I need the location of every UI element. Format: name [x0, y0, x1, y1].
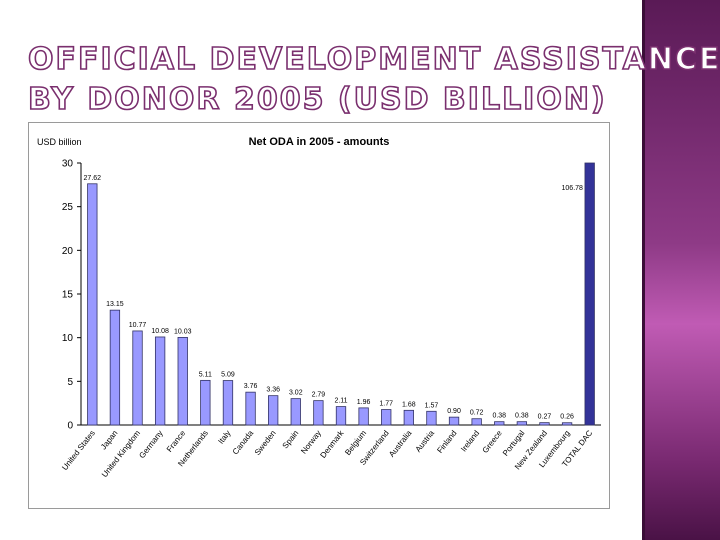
data-label: 1.57 [425, 402, 439, 409]
y-tick-label: 20 [62, 246, 74, 257]
x-tick-label: Australia [387, 428, 414, 459]
bar [245, 391, 256, 426]
bar [87, 183, 98, 426]
data-label: 0.38 [515, 413, 529, 420]
bar [109, 309, 121, 426]
plot-area: 0 5 10 15 20 25 30 27.62 United States 13.15 Japan… [60, 159, 601, 479]
x-tick-label: Greece [481, 428, 505, 455]
oda-bar-chart: Net ODA in 2005 - amounts USD billion 0 5… [37, 136, 601, 479]
y-tick-label: 5 [67, 377, 73, 388]
data-label: 0.72 [470, 410, 484, 417]
data-label: 0.90 [447, 408, 461, 415]
y-tick-label: 30 [62, 159, 74, 170]
data-label: 27.62 [84, 175, 102, 182]
bar [584, 162, 595, 426]
bar [426, 410, 437, 426]
data-label: 0.38 [492, 413, 506, 420]
x-tick-label: Germany [137, 429, 164, 460]
bar [561, 422, 573, 426]
bar [200, 379, 211, 426]
data-label: 0.26 [560, 414, 574, 421]
data-label: 0.27 [538, 414, 552, 421]
slide-title-line-2: BY DONOR 2005 (USD BILLION) [27, 81, 607, 118]
data-label: 3.02 [289, 390, 303, 397]
x-tick-label: Spain [281, 429, 301, 451]
x-tick-label: France [165, 428, 188, 454]
data-label: 1.68 [402, 401, 416, 408]
data-label: 5.09 [221, 372, 235, 379]
data-label: 3.76 [244, 383, 258, 390]
data-label: 106.78 [562, 185, 584, 192]
x-tick-label: Austria [414, 428, 437, 454]
x-tick-label: Japan [99, 429, 120, 452]
data-label: 2.79 [312, 392, 326, 399]
bar [290, 398, 301, 426]
bar [222, 380, 234, 426]
bar [154, 336, 166, 426]
bar [358, 407, 369, 426]
data-label: 10.08 [151, 328, 169, 335]
bar [381, 409, 392, 426]
x-tick-label: United States [60, 429, 97, 472]
data-label: 2.11 [334, 398, 347, 405]
slide-title-line-1: OFFICIAL DEVELOPMENT ASSISTANCE [27, 41, 720, 78]
data-label: 1.96 [357, 399, 371, 406]
y-tick-label: 15 [62, 290, 74, 301]
chart-title: Net ODA in 2005 - amounts [249, 136, 390, 148]
y-tick-label: 25 [62, 202, 74, 213]
decorative-side-panel [642, 0, 720, 540]
y-axis-unit-label: USD billion [37, 137, 82, 147]
bar [177, 337, 188, 426]
x-tick-label: Finland [435, 429, 458, 455]
data-label: 3.36 [266, 387, 280, 394]
y-tick-label: 0 [67, 421, 73, 432]
data-label: 10.77 [129, 322, 147, 329]
x-tick-label: Ireland [459, 429, 481, 454]
bar [516, 421, 528, 426]
bar [471, 418, 482, 426]
x-tick-label: Sweden [253, 429, 278, 457]
data-label: 10.03 [174, 328, 192, 335]
bar [494, 421, 505, 426]
slide-title: OFFICIAL DEVELOPMENT ASSISTANCE BY DONOR… [27, 40, 720, 120]
bar [268, 395, 279, 426]
data-label: 13.15 [106, 301, 124, 308]
bar [448, 416, 460, 426]
x-tick-label: Denmark [319, 428, 347, 460]
bar [539, 422, 550, 426]
x-tick-label: Italy [216, 429, 232, 446]
bar [132, 330, 143, 426]
bar [335, 406, 347, 426]
y-tick-label: 10 [62, 333, 74, 344]
data-label: 5.11 [199, 371, 212, 378]
bar [403, 409, 414, 426]
x-tick-label: Canada [231, 428, 256, 456]
chart-frame: Net ODA in 2005 - amounts USD billion 0 5… [28, 122, 610, 509]
data-label: 1.77 [379, 401, 393, 408]
bar [313, 400, 324, 426]
